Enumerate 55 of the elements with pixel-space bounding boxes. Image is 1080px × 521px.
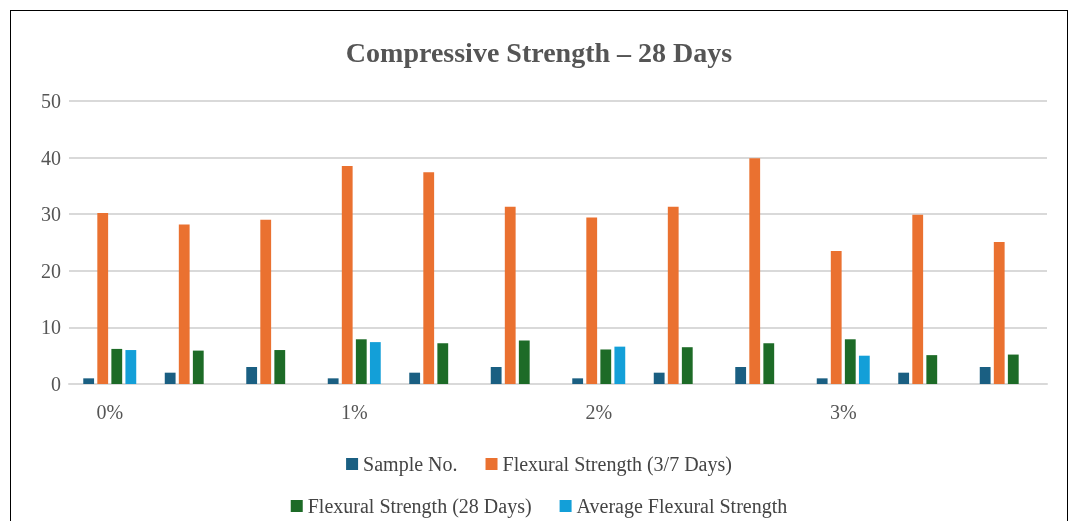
bar [816,378,828,384]
bar [178,224,190,384]
bar [125,350,137,384]
x-tick-label: 1% [340,401,368,423]
bar [504,206,516,384]
bar [586,217,598,384]
bar [1007,354,1019,384]
bar [763,343,775,384]
bar [653,372,665,384]
bar [681,347,693,384]
bar [341,166,353,384]
chart-title: Compressive Strength – 28 Days [345,36,733,68]
bar [97,213,109,384]
bar [858,355,870,384]
x-tick-label: 3% [829,401,857,423]
bar [192,350,204,384]
y-tick-label: 20 [41,259,61,282]
bar [164,372,176,384]
bar [423,172,435,384]
bar [912,214,924,384]
legend-label: Average Flexural Strength [576,495,788,518]
bar [490,367,502,384]
bar [844,339,856,384]
bar [993,241,1005,384]
bar [409,372,421,384]
bar [735,367,747,384]
y-tick-label: 10 [41,316,61,339]
bar [898,372,910,384]
bar [437,343,449,384]
bar [926,355,938,384]
bar [979,367,991,384]
y-tick-label: 50 [41,90,61,112]
legend-label: Sample No. [363,453,458,476]
legend-label: Flexural Strength (28 Days) [307,495,532,518]
y-tick-label: 0 [51,373,61,395]
x-tick-label: 2% [585,401,613,423]
bar [355,339,367,384]
bar [600,349,612,384]
bar [572,378,584,384]
bar [614,346,626,384]
y-tick-label: 30 [41,203,61,226]
bar [111,348,123,384]
bar [830,250,842,384]
y-tick-label: 40 [41,146,61,169]
bar [667,206,679,384]
bar [274,350,286,384]
bar [518,340,530,384]
bar [246,367,258,384]
bar [83,378,95,384]
bar [369,342,381,384]
bar [327,378,339,384]
bar [260,219,272,384]
x-tick-label: 0% [96,401,124,423]
legend-label: Flexural Strength (3/7 Days) [502,453,732,476]
bar [749,158,761,384]
